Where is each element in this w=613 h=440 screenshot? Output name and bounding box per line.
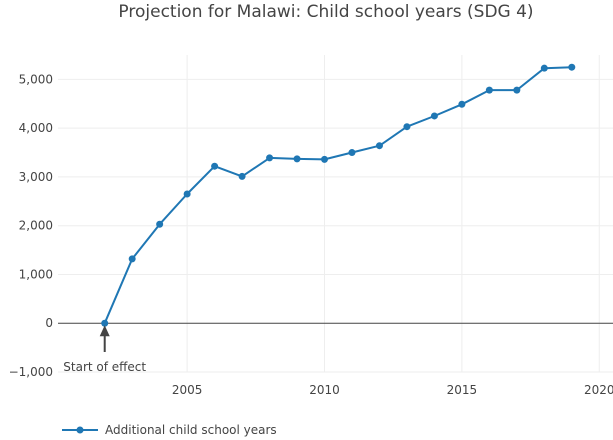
legend-swatch-marker	[76, 426, 84, 434]
y-tick-label: 1,000	[19, 267, 53, 281]
data-point	[211, 162, 219, 170]
y-tick-label: 0	[45, 316, 53, 330]
x-tick-label: 2010	[309, 383, 340, 397]
data-point	[403, 123, 411, 131]
data-point	[128, 255, 136, 263]
y-tick-label: 3,000	[19, 170, 53, 184]
data-point	[430, 112, 438, 120]
data-point	[101, 319, 109, 327]
series-layer	[101, 63, 576, 327]
data-point	[238, 172, 246, 180]
data-point	[458, 100, 466, 108]
x-tick-label: 2015	[447, 383, 478, 397]
data-point	[540, 64, 548, 72]
data-point	[375, 142, 383, 150]
data-point	[348, 149, 356, 157]
data-point	[266, 154, 274, 162]
data-point	[321, 155, 329, 163]
axis-layer: 2005 2010 2015 2020 −1,000 0 1,000 2,000 3,000 4,…	[9, 72, 613, 397]
annotation-arrow-head	[99, 325, 110, 337]
data-point	[156, 220, 164, 228]
legend-label: Additional child school years	[105, 423, 277, 437]
y-tick-label: 4,000	[19, 121, 53, 135]
grid-layer	[58, 55, 613, 373]
y-tick-label: −1,000	[9, 365, 53, 379]
annotation-layer: Start of effect	[63, 325, 146, 374]
data-point	[485, 86, 493, 94]
y-tick-label: 2,000	[19, 219, 53, 233]
legend[interactable]: Additional child school years	[62, 423, 277, 437]
x-tick-label: 2020	[584, 383, 613, 397]
data-point	[293, 155, 301, 163]
chart-title: Projection for Malawi: Child school year…	[118, 2, 533, 22]
annotation-label: Start of effect	[63, 360, 146, 374]
data-point	[183, 190, 191, 198]
x-tick-label: 2005	[172, 383, 203, 397]
data-point	[513, 86, 521, 94]
data-point	[568, 63, 576, 71]
y-tick-label: 5,000	[19, 72, 53, 86]
series-line	[103, 66, 572, 324]
